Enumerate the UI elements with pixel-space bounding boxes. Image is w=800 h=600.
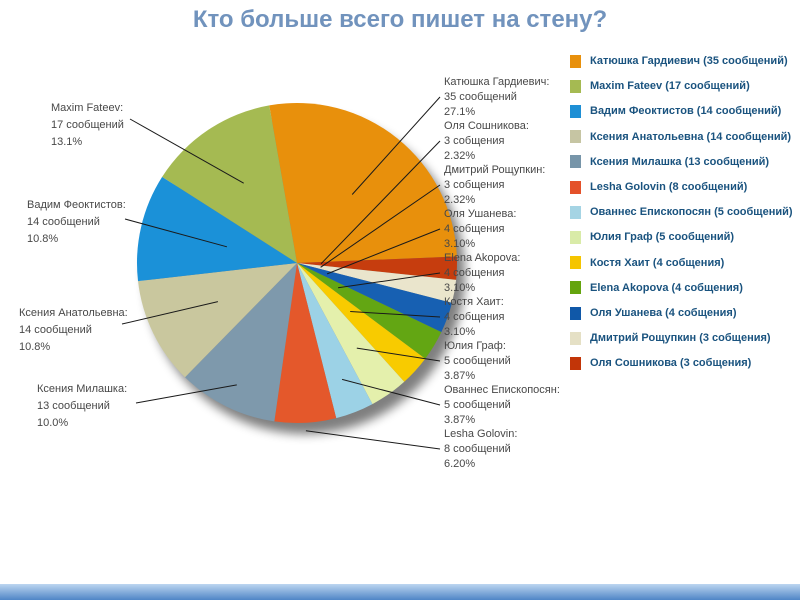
leader-line	[326, 228, 441, 275]
legend-label: Юлия Граф (5 сообщений)	[590, 231, 735, 244]
legend-swatch	[570, 205, 581, 219]
legend-item[interactable]: Катюшка Гардиевич (35 сообщений)	[570, 53, 788, 69]
legend-swatch	[570, 104, 581, 118]
legend-label: Оля Сошникова (3 собщения)	[590, 357, 752, 370]
pie-slice-6[interactable]	[297, 263, 405, 405]
legend-item[interactable]: Ксения Милашка (13 сообщений)	[570, 154, 769, 170]
pie-slice-3[interactable]	[297, 263, 452, 333]
legend-label: Maxim Fateev (17 сообщений)	[590, 80, 750, 93]
pie-slice-7[interactable]	[297, 263, 373, 419]
legend-item[interactable]: Ксения Анатольевна (14 сообщений)	[570, 129, 791, 145]
pie-slice-2[interactable]	[297, 263, 457, 303]
legend-label: Вадим Феоктистов (14 сообщений)	[590, 105, 782, 118]
legend-swatch	[570, 79, 581, 93]
leader-line	[351, 96, 441, 195]
legend-label: Дмитрий Рощупкин (3 собщения)	[590, 332, 771, 345]
legend-swatch	[570, 356, 581, 370]
leader-line	[305, 430, 441, 450]
pie-slice-12[interactable]	[162, 105, 297, 264]
legend-swatch	[570, 256, 581, 270]
leader-line	[341, 378, 441, 406]
legend-label: Ксения Анатольевна (14 сообщений)	[590, 130, 792, 143]
pie-slice-4[interactable]	[297, 263, 442, 359]
pie-slices	[136, 102, 458, 424]
legend-swatch	[570, 54, 581, 68]
legend-swatch	[570, 230, 581, 244]
pie-slice-10[interactable]	[138, 263, 297, 378]
legend-item[interactable]: Вадим Феоктистов (14 сообщений)	[570, 103, 781, 119]
leader-line	[124, 218, 228, 248]
leader-line	[320, 140, 441, 265]
legend-item[interactable]: Оля Сошникова (3 собщения)	[570, 355, 751, 371]
legend-item[interactable]: Оля Ушанева (4 собщения)	[570, 305, 737, 321]
legend-label: Ованнес Епископосян (5 сообщений)	[590, 206, 793, 219]
legend-label: Lesha Golovin (8 сообщений)	[590, 181, 748, 193]
leader-line	[129, 118, 244, 184]
legend-item[interactable]: Костя Хаит (4 собщения)	[570, 255, 724, 271]
legend-label: Ксения Милашка (13 сообщений)	[590, 155, 770, 168]
legend-label: Elena Akopova (4 собщения)	[590, 281, 743, 294]
pie-slice-5[interactable]	[297, 263, 426, 382]
legend-swatch	[570, 331, 581, 345]
legend-swatch	[570, 281, 581, 295]
legend-label: Катюшка Гардиевич (35 сообщений)	[590, 55, 788, 67]
legend-label: Оля Ушанева (4 собщения)	[590, 307, 737, 319]
leader-line	[338, 272, 441, 289]
legend-item[interactable]: Юлия Граф (5 сообщений)	[570, 229, 734, 245]
pie-slice-11[interactable]	[136, 176, 297, 282]
pie-slice-8[interactable]	[274, 263, 337, 424]
legend-item[interactable]: Elena Akopova (4 собщения)	[570, 280, 743, 296]
leader-line	[350, 311, 441, 318]
leader-line	[356, 347, 441, 362]
leader-lines	[121, 96, 441, 450]
pie-slice-1[interactable]	[297, 256, 458, 280]
chart-title: Кто больше всего пишет на стену?	[192, 6, 608, 33]
legend: Катюшка Гардиевич (35 сообщений) Maxim Fa…	[570, 53, 800, 373]
legend-item[interactable]: Maxim Fateev (17 сообщений)	[570, 78, 750, 94]
leader-line	[320, 184, 441, 268]
legend-item[interactable]: Дмитрий Рощупкин (3 собщения)	[570, 330, 771, 346]
legend-swatch	[570, 180, 581, 194]
legend-label: Костя Хаит (4 собщения)	[590, 256, 725, 269]
leader-line	[121, 301, 219, 325]
legend-swatch	[570, 130, 581, 144]
legend-item[interactable]: Lesha Golovin (8 сообщений)	[570, 179, 747, 195]
pie-slice-9[interactable]	[185, 263, 297, 422]
legend-swatch	[570, 306, 581, 320]
footer-bar	[0, 584, 800, 600]
legend-item[interactable]: Ованнес Епископосян (5 сообщений)	[570, 204, 793, 220]
leader-line	[135, 384, 237, 404]
legend-swatch	[570, 155, 581, 169]
